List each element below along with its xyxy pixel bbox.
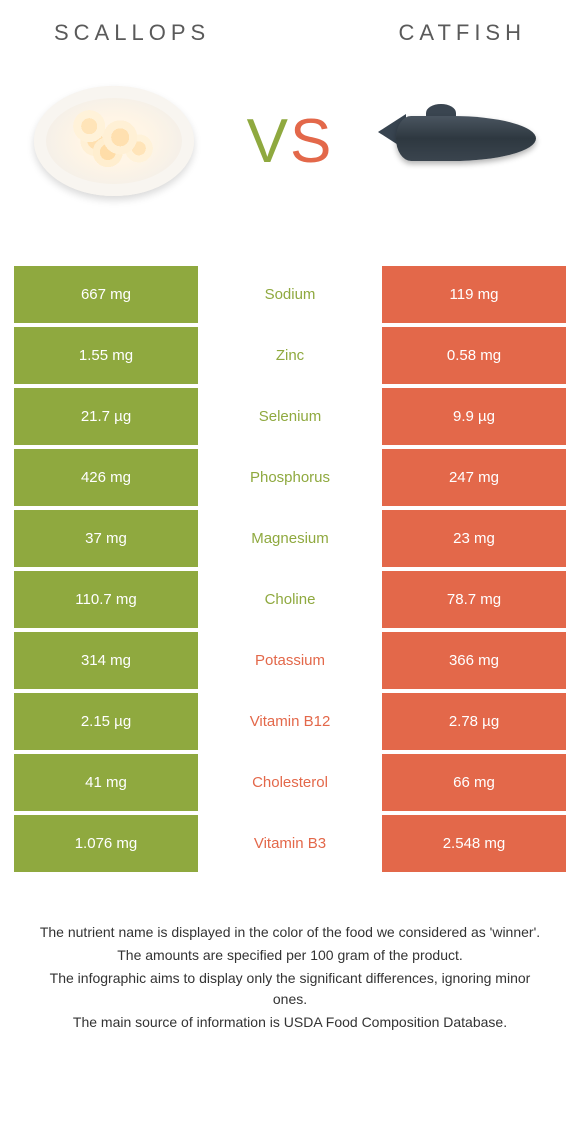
vs-s: S bbox=[290, 107, 333, 176]
catfish-image bbox=[376, 76, 556, 206]
nutrient-label: Selenium bbox=[198, 388, 382, 445]
nutrient-label: Zinc bbox=[198, 327, 382, 384]
table-row: 41 mgCholesterol66 mg bbox=[14, 754, 566, 811]
right-value: 66 mg bbox=[382, 754, 566, 811]
nutrient-label: Magnesium bbox=[198, 510, 382, 567]
footer-line: The nutrient name is displayed in the co… bbox=[34, 922, 546, 943]
nutrient-label: Cholesterol bbox=[198, 754, 382, 811]
image-row: VS bbox=[14, 76, 566, 206]
right-value: 2.78 µg bbox=[382, 693, 566, 750]
right-title: Catfish bbox=[399, 20, 526, 46]
nutrient-label: Sodium bbox=[198, 266, 382, 323]
left-value: 21.7 µg bbox=[14, 388, 198, 445]
nutrient-label: Vitamin B3 bbox=[198, 815, 382, 872]
right-value: 78.7 mg bbox=[382, 571, 566, 628]
footer-line: The amounts are specified per 100 gram o… bbox=[34, 945, 546, 966]
nutrient-label: Phosphorus bbox=[198, 449, 382, 506]
nutrient-label: Potassium bbox=[198, 632, 382, 689]
left-value: 426 mg bbox=[14, 449, 198, 506]
footer-line: The main source of information is USDA F… bbox=[34, 1012, 546, 1033]
nutrient-table: 667 mgSodium119 mg1.55 mgZinc0.58 mg21.7… bbox=[14, 266, 566, 872]
footer-notes: The nutrient name is displayed in the co… bbox=[14, 922, 566, 1033]
nutrient-label: Vitamin B12 bbox=[198, 693, 382, 750]
right-value: 247 mg bbox=[382, 449, 566, 506]
right-value: 119 mg bbox=[382, 266, 566, 323]
left-value: 110.7 mg bbox=[14, 571, 198, 628]
header: Scallops Catfish bbox=[14, 20, 566, 46]
table-row: 1.55 mgZinc0.58 mg bbox=[14, 327, 566, 384]
vs-label: VS bbox=[247, 106, 334, 177]
table-row: 667 mgSodium119 mg bbox=[14, 266, 566, 323]
left-value: 37 mg bbox=[14, 510, 198, 567]
right-value: 9.9 µg bbox=[382, 388, 566, 445]
left-value: 41 mg bbox=[14, 754, 198, 811]
table-row: 426 mgPhosphorus247 mg bbox=[14, 449, 566, 506]
footer-line: The infographic aims to display only the… bbox=[34, 968, 546, 1010]
table-row: 2.15 µgVitamin B122.78 µg bbox=[14, 693, 566, 750]
left-value: 2.15 µg bbox=[14, 693, 198, 750]
table-row: 1.076 mgVitamin B32.548 mg bbox=[14, 815, 566, 872]
infographic: Scallops Catfish VS 667 mgSodium119 mg1.… bbox=[0, 0, 580, 1055]
scallops-image bbox=[24, 76, 204, 206]
table-row: 314 mgPotassium366 mg bbox=[14, 632, 566, 689]
right-value: 23 mg bbox=[382, 510, 566, 567]
left-title: Scallops bbox=[54, 20, 210, 46]
vs-v: V bbox=[247, 107, 290, 176]
left-value: 667 mg bbox=[14, 266, 198, 323]
table-row: 110.7 mgCholine78.7 mg bbox=[14, 571, 566, 628]
nutrient-label: Choline bbox=[198, 571, 382, 628]
right-value: 366 mg bbox=[382, 632, 566, 689]
table-row: 21.7 µgSelenium9.9 µg bbox=[14, 388, 566, 445]
right-value: 2.548 mg bbox=[382, 815, 566, 872]
left-value: 314 mg bbox=[14, 632, 198, 689]
right-value: 0.58 mg bbox=[382, 327, 566, 384]
left-value: 1.55 mg bbox=[14, 327, 198, 384]
left-value: 1.076 mg bbox=[14, 815, 198, 872]
table-row: 37 mgMagnesium23 mg bbox=[14, 510, 566, 567]
